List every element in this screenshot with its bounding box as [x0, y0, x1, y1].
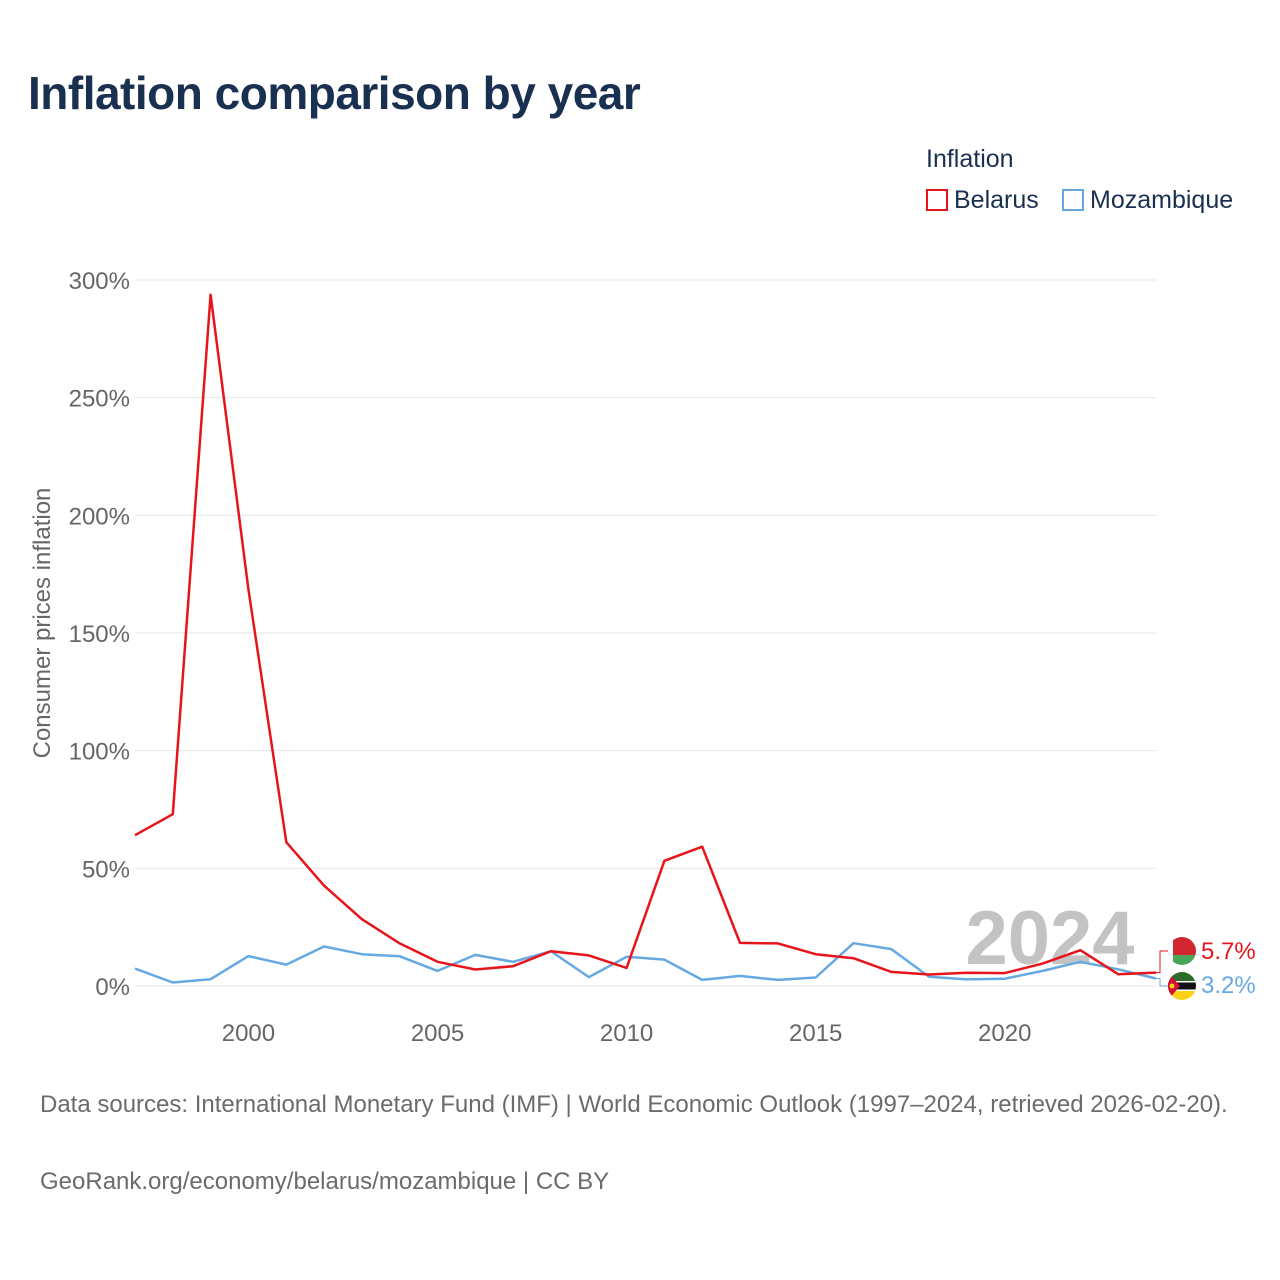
connector-belarus [1156, 950, 1168, 974]
y-tick-label: 300% [69, 268, 130, 295]
series-line-belarus[interactable] [134, 293, 1157, 976]
series-lines [134, 293, 1157, 984]
legend-item-mozambique[interactable]: Mozambique [1062, 186, 1233, 214]
y-axis-label: Consumer prices inflation [29, 488, 56, 759]
y-tick-label: 250% [69, 386, 130, 413]
legend-item-belarus[interactable]: Belarus [926, 186, 1039, 214]
x-axis-ticks: 2000 2005 2010 2015 2020 [222, 1020, 1032, 1047]
footer-credit[interactable]: GeoRank.org/economy/belarus/mozambique |… [40, 1168, 610, 1195]
y-axis-ticks: 0% 50% 100% 150% 200% 250% 300% [69, 268, 130, 1001]
series-line-mozambique[interactable] [134, 941, 1157, 984]
x-tick-label: 2000 [222, 1020, 275, 1047]
chart-title: Inflation comparison by year [28, 67, 641, 119]
line-chart: 0%50%100%150%200%250%300% 2000 2005 2010 20… [29, 268, 1256, 1047]
gridlines [135, 279, 1156, 987]
legend-label-belarus: Belarus [954, 185, 1039, 214]
legend-swatch-belarus [926, 189, 948, 211]
y-tick-label: 200% [69, 503, 130, 530]
x-tick-label: 2005 [411, 1020, 464, 1047]
x-tick-label: 2020 [978, 1020, 1031, 1047]
footer-sources: Data sources: International Monetary Fun… [40, 1091, 1228, 1118]
connector-mozambique [1156, 977, 1168, 987]
belarus-flag-icon [1168, 937, 1196, 965]
y-tick-label: 150% [69, 621, 130, 648]
y-tick-label: 100% [69, 739, 130, 766]
legend-title: Inflation [926, 145, 1014, 173]
legend-swatch-mozambique [1062, 189, 1084, 211]
legend-label-mozambique: Mozambique [1090, 185, 1234, 214]
y-tick-label: 0% [95, 974, 130, 1001]
x-tick-label: 2015 [789, 1020, 842, 1047]
y-tick-label: 50% [82, 856, 130, 883]
end-label-mozambique: 3.2% [1201, 972, 1256, 999]
mozambique-flag-icon [1168, 972, 1196, 1000]
end-label-belarus: 5.7% [1201, 938, 1256, 965]
x-tick-label: 2010 [600, 1020, 653, 1047]
end-markers: 5.7% 3.2% [1156, 937, 1256, 1000]
